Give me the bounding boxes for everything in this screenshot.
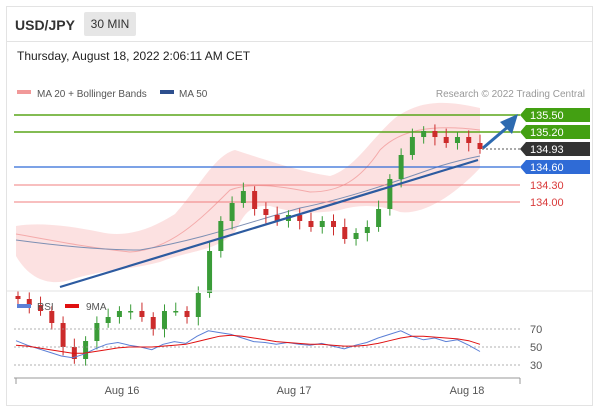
ma50-legend-swatch bbox=[160, 90, 174, 94]
candle-body bbox=[252, 191, 258, 209]
svg-text:135.50: 135.50 bbox=[530, 110, 564, 122]
candle-body bbox=[421, 131, 427, 137]
candle-body bbox=[207, 251, 213, 293]
chart-header: USD/JPY 30 MIN bbox=[6, 6, 593, 42]
ma20-line bbox=[15, 127, 481, 253]
symbol-title: USD/JPY bbox=[15, 17, 75, 33]
rsi-legend-swatch bbox=[17, 304, 31, 308]
candle-body bbox=[218, 221, 224, 251]
x-label-aug17: Aug 17 bbox=[277, 385, 312, 397]
ma20-legend-label: MA 20 + Bollinger Bands bbox=[37, 89, 147, 100]
price-tag-135-20: 135.20 bbox=[520, 125, 590, 139]
projection-arrow-head bbox=[500, 114, 518, 134]
candle-body bbox=[319, 221, 325, 227]
candle-body bbox=[376, 209, 382, 227]
ma20-legend-swatch bbox=[17, 90, 31, 94]
candle-body bbox=[443, 137, 449, 143]
candle-body bbox=[263, 209, 269, 215]
candle-body bbox=[38, 305, 44, 311]
svg-text:134.60: 134.60 bbox=[530, 162, 564, 174]
candle-body bbox=[94, 323, 100, 341]
price-tag-134-60: 134.60 bbox=[520, 160, 590, 174]
candle-body bbox=[116, 311, 122, 317]
trend-line bbox=[59, 158, 479, 289]
candle-body bbox=[331, 221, 337, 227]
svg-text:135.20: 135.20 bbox=[530, 127, 564, 139]
timestamp: Thursday, August 18, 2022 2:06:11 AM CET bbox=[17, 49, 251, 63]
rsi-ma-legend-swatch bbox=[65, 304, 79, 308]
price-label-134-30: 134.30 bbox=[530, 180, 564, 192]
rsi-label-70: 70 bbox=[530, 324, 542, 336]
rsi-legend-label: RSI bbox=[37, 302, 54, 313]
candle-body bbox=[387, 179, 393, 209]
candle-body bbox=[15, 296, 21, 299]
x-label-aug18: Aug 18 bbox=[450, 385, 485, 397]
candle-body bbox=[161, 311, 167, 329]
rsi-label-30: 30 bbox=[530, 360, 542, 372]
candle-body bbox=[274, 215, 280, 221]
ma50-legend-label: MA 50 bbox=[179, 89, 208, 100]
candle-body bbox=[173, 311, 179, 313]
svg-text:134.93: 134.93 bbox=[530, 144, 564, 156]
credit-text: Research © 2022 Trading Central bbox=[436, 89, 585, 100]
candle-body bbox=[240, 191, 246, 203]
bollinger-band bbox=[16, 102, 480, 283]
candle-body bbox=[26, 299, 32, 305]
candle-body bbox=[83, 341, 89, 359]
candle-body bbox=[105, 317, 111, 323]
candle-body bbox=[150, 317, 156, 329]
rsi-label-50: 50 bbox=[530, 342, 542, 354]
rsi-ma-legend-label: 9MA bbox=[86, 302, 107, 313]
candle-body bbox=[195, 293, 201, 317]
candle-body bbox=[364, 227, 370, 233]
x-label-aug16: Aug 16 bbox=[105, 385, 140, 397]
price-tag-134-93: 134.93 bbox=[520, 142, 590, 156]
candle-body bbox=[432, 131, 438, 137]
candle-body bbox=[308, 221, 314, 227]
candle-body bbox=[229, 203, 235, 221]
candle-body bbox=[60, 323, 66, 347]
candles bbox=[15, 124, 483, 366]
candle-body bbox=[353, 233, 359, 239]
candle-body bbox=[342, 227, 348, 239]
candle-body bbox=[139, 311, 145, 317]
candle-body bbox=[454, 137, 460, 143]
projection-arrow-shaft bbox=[482, 123, 511, 150]
candle-body bbox=[398, 155, 404, 179]
candle-body bbox=[466, 137, 472, 143]
timeframe-button[interactable]: 30 MIN bbox=[84, 12, 136, 36]
candle-body bbox=[409, 137, 415, 155]
candle-body bbox=[49, 311, 55, 323]
candle-body bbox=[297, 215, 303, 221]
candle-body bbox=[128, 311, 134, 313]
rsi-ma-line bbox=[15, 334, 481, 354]
price-label-134-00: 134.00 bbox=[530, 197, 564, 209]
price-tag-135-50: 135.50 bbox=[520, 108, 590, 122]
candle-body bbox=[184, 311, 190, 317]
rsi-line bbox=[15, 330, 481, 359]
candle-body bbox=[477, 143, 483, 149]
